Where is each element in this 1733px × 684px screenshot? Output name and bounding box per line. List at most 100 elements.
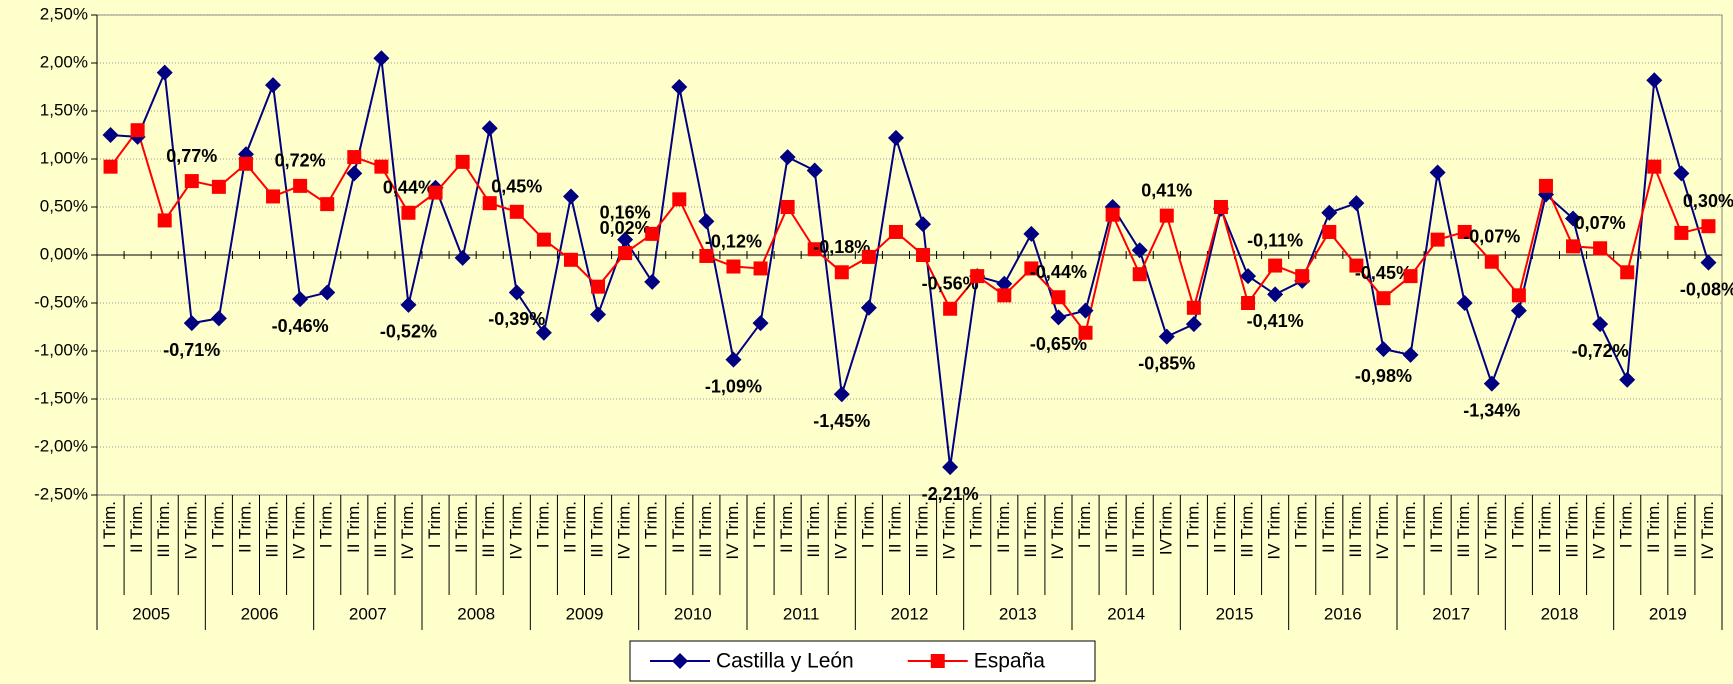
data-point bbox=[1078, 325, 1093, 340]
data-point bbox=[1510, 302, 1527, 319]
x-tick-label: I Trim. bbox=[533, 501, 552, 548]
x-tick-label: III Trim. bbox=[1563, 501, 1582, 558]
data-label: 0,45% bbox=[491, 177, 542, 197]
x-tick-label: II Trim. bbox=[1210, 501, 1229, 553]
data-label: -0,65% bbox=[1030, 334, 1087, 354]
data-point bbox=[888, 224, 903, 239]
data-point bbox=[374, 159, 389, 174]
data-point bbox=[1267, 286, 1284, 303]
data-point bbox=[1538, 178, 1553, 193]
data-point bbox=[1348, 195, 1365, 212]
x-tick-label: III Trim. bbox=[1238, 501, 1257, 558]
data-point bbox=[1701, 219, 1716, 234]
data-point bbox=[1295, 269, 1310, 284]
x-tick-label: III Trim. bbox=[1454, 501, 1473, 558]
year-label: 2019 bbox=[1649, 604, 1687, 623]
x-tick-label: I Trim. bbox=[967, 501, 986, 548]
data-point bbox=[1240, 268, 1257, 285]
data-label: 0,07% bbox=[1575, 213, 1626, 233]
x-tick-label: III Trim. bbox=[1346, 501, 1365, 558]
data-point bbox=[943, 301, 958, 316]
data-point bbox=[1429, 164, 1446, 181]
data-point bbox=[860, 299, 877, 316]
data-label: -2,21% bbox=[922, 484, 979, 504]
data-label: -0,98% bbox=[1355, 366, 1412, 386]
data-point bbox=[428, 185, 443, 200]
data-point bbox=[210, 310, 227, 327]
y-tick-label: 2,50% bbox=[40, 4, 88, 23]
data-point bbox=[482, 196, 497, 211]
legend-label: España bbox=[974, 650, 1046, 673]
x-tick-label: I Trim. bbox=[208, 501, 227, 548]
x-tick-label: II Trim. bbox=[1102, 501, 1121, 553]
year-label: 2012 bbox=[891, 604, 929, 623]
data-label: -0,52% bbox=[380, 322, 437, 342]
data-point bbox=[970, 269, 985, 284]
x-tick-label: III Trim. bbox=[1671, 501, 1690, 558]
data-point bbox=[1646, 72, 1663, 89]
x-tick-label: I Trim. bbox=[750, 501, 769, 548]
data-point bbox=[265, 77, 282, 94]
x-tick-label: II Trim. bbox=[235, 501, 254, 553]
data-label: -0,18% bbox=[813, 237, 870, 257]
data-point bbox=[373, 50, 390, 67]
data-label: -0,56% bbox=[922, 274, 979, 294]
data-point bbox=[401, 205, 416, 220]
x-tick-label: II Trim. bbox=[1319, 501, 1338, 553]
x-tick-label: I Trim. bbox=[1617, 501, 1636, 548]
x-tick-label: II Trim. bbox=[1535, 501, 1554, 553]
data-point bbox=[347, 150, 362, 165]
y-tick-label: -0,50% bbox=[34, 292, 88, 311]
year-label: 2007 bbox=[349, 604, 387, 623]
data-point bbox=[806, 162, 823, 179]
data-point bbox=[672, 192, 687, 207]
data-point bbox=[454, 249, 471, 266]
x-tick-label: II Trim. bbox=[994, 501, 1013, 553]
data-point bbox=[997, 288, 1012, 303]
x-tick-label: IV Trim. bbox=[398, 501, 417, 560]
data-point bbox=[1349, 258, 1364, 273]
data-point bbox=[807, 242, 822, 257]
data-point bbox=[1511, 288, 1526, 303]
data-point bbox=[1050, 309, 1067, 326]
data-point bbox=[346, 165, 363, 182]
year-label: 2014 bbox=[1107, 604, 1145, 623]
data-point bbox=[591, 279, 606, 294]
x-tick-label: IV Trim. bbox=[831, 501, 850, 560]
y-tick-label: 1,50% bbox=[40, 100, 88, 119]
data-point bbox=[780, 200, 795, 214]
data-point bbox=[672, 653, 688, 669]
x-tick-label: III Trim. bbox=[263, 501, 282, 558]
data-label: -0,41% bbox=[1247, 311, 1304, 331]
x-tick-label: III Trim. bbox=[696, 501, 715, 558]
data-point bbox=[1484, 254, 1499, 269]
x-tick-label: I Trim. bbox=[1183, 501, 1202, 548]
data-label: -0,45% bbox=[1355, 263, 1412, 283]
data-point bbox=[617, 231, 634, 248]
data-label: -0,12% bbox=[705, 231, 762, 251]
data-point bbox=[916, 248, 931, 262]
legend: Castilla y León España bbox=[629, 640, 1096, 682]
x-tick-label: III Trim. bbox=[804, 501, 823, 558]
data-point bbox=[887, 129, 904, 146]
data-point bbox=[184, 174, 199, 189]
data-point bbox=[1483, 375, 1500, 392]
data-point bbox=[1186, 300, 1201, 315]
data-point bbox=[455, 154, 470, 169]
data-point bbox=[319, 284, 336, 301]
data-point bbox=[1051, 290, 1066, 305]
data-point bbox=[834, 265, 849, 280]
x-tick-label: III Trim. bbox=[154, 501, 173, 558]
data-point bbox=[481, 120, 498, 137]
x-tick-label: IV Trim. bbox=[290, 501, 309, 560]
data-label: -0,46% bbox=[272, 316, 329, 336]
x-tick-label: II Trim. bbox=[777, 501, 796, 553]
x-tick-label: III Trim. bbox=[913, 501, 932, 558]
data-point bbox=[562, 188, 579, 205]
data-point bbox=[320, 197, 335, 212]
data-point bbox=[779, 149, 796, 166]
data-point bbox=[1565, 210, 1582, 227]
data-point bbox=[1322, 224, 1337, 239]
x-tick-label: III Trim. bbox=[371, 501, 390, 558]
